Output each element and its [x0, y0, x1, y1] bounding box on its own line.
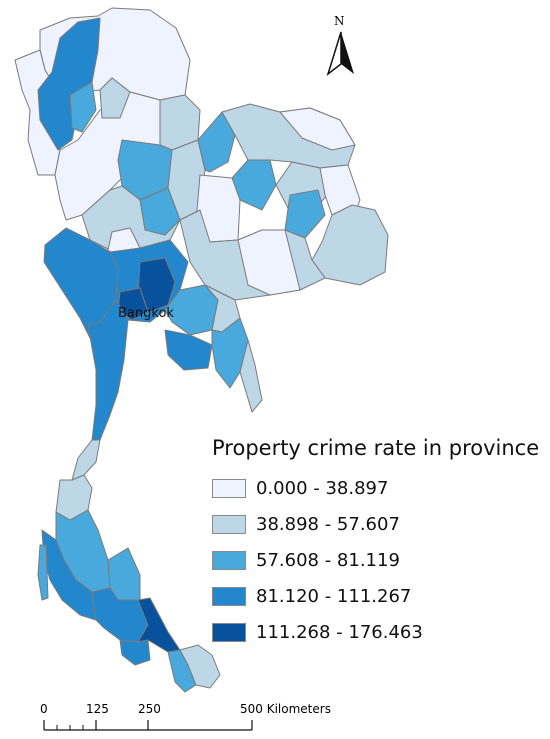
city-label-bangkok: Bangkok: [118, 306, 174, 321]
province-region: [99, 77, 131, 119]
province-region: [284, 189, 326, 239]
province-region: [239, 339, 263, 413]
province-region: [139, 187, 181, 236]
province-region: [37, 544, 49, 601]
north-arrow-label: N: [334, 14, 345, 28]
legend: Property crime rate in province 0.000 - …: [212, 436, 539, 650]
province-region: [69, 81, 97, 133]
scale-bar: [43, 720, 253, 731]
province-region: [164, 329, 213, 371]
legend-item: 111.268 - 176.463: [212, 614, 539, 650]
province-region: [237, 229, 301, 296]
province-region: [179, 644, 221, 689]
legend-swatch: [212, 622, 246, 642]
scale-tick-label: 125: [86, 702, 109, 716]
legend-label: 57.608 - 81.119: [256, 549, 400, 571]
legend-swatch: [212, 478, 246, 498]
legend-item: 81.120 - 111.267: [212, 578, 539, 614]
legend-swatch: [212, 550, 246, 570]
north-arrow-icon: [326, 31, 354, 76]
legend-item: 57.608 - 81.119: [212, 542, 539, 578]
legend-swatch: [212, 514, 246, 534]
legend-label: 111.268 - 176.463: [256, 621, 423, 643]
legend-label: 81.120 - 111.267: [256, 585, 412, 607]
legend-label: 0.000 - 38.897: [256, 477, 389, 499]
scale-tick-label: 0: [40, 702, 48, 716]
legend-item: 0.000 - 38.897: [212, 470, 539, 506]
legend-swatch: [212, 586, 246, 606]
province-region: [119, 639, 151, 666]
scale-tick-label: 500 Kilometers: [240, 702, 331, 716]
scale-tick-label: 250: [138, 702, 161, 716]
province-region: [71, 439, 101, 481]
legend-item: 38.898 - 57.607: [212, 506, 539, 542]
province-region: [311, 204, 389, 286]
province-region: [279, 107, 356, 151]
province-region: [87, 299, 129, 441]
legend-title: Property crime rate in province: [212, 436, 540, 460]
legend-label: 38.898 - 57.607: [256, 513, 400, 535]
